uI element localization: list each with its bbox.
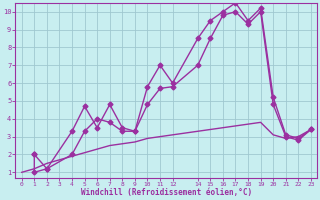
X-axis label: Windchill (Refroidissement éolien,°C): Windchill (Refroidissement éolien,°C)	[81, 188, 252, 197]
